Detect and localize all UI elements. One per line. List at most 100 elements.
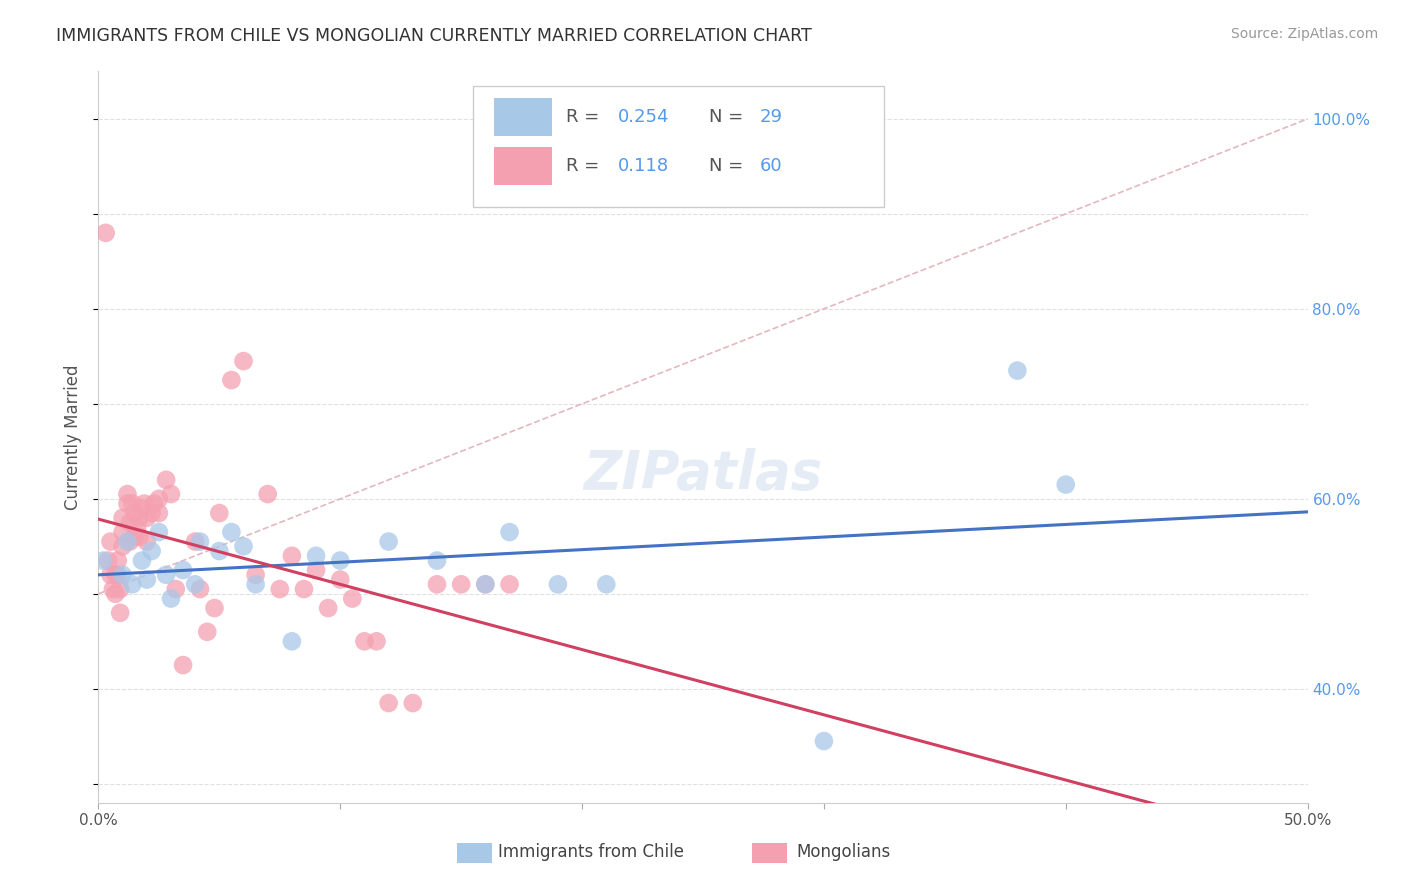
Point <box>107 553 129 567</box>
Point <box>134 497 156 511</box>
Point <box>281 634 304 648</box>
FancyBboxPatch shape <box>494 98 551 136</box>
Text: Source: ZipAtlas.com: Source: ZipAtlas.com <box>1230 27 1378 41</box>
Point <box>342 591 364 606</box>
Point <box>117 497 139 511</box>
Point <box>111 567 134 582</box>
Point <box>366 634 388 648</box>
Point <box>450 577 472 591</box>
Point <box>121 497 143 511</box>
Point <box>188 582 211 596</box>
Point <box>377 696 399 710</box>
Point <box>97 553 120 567</box>
Point <box>108 606 131 620</box>
Point <box>107 567 129 582</box>
Point <box>547 577 569 591</box>
Point <box>184 577 207 591</box>
Point <box>155 567 177 582</box>
Point <box>221 524 243 539</box>
Point <box>1007 363 1029 377</box>
Text: Mongolians: Mongolians <box>796 843 891 861</box>
Text: R =: R = <box>567 109 606 127</box>
Point <box>100 567 122 582</box>
Text: 0.254: 0.254 <box>619 109 669 127</box>
Text: ZIPatlas: ZIPatlas <box>583 448 823 500</box>
Point <box>111 511 134 525</box>
Point <box>426 553 449 567</box>
Point <box>474 577 496 591</box>
Point <box>121 577 143 591</box>
Point <box>118 534 141 549</box>
Point <box>135 534 157 549</box>
FancyBboxPatch shape <box>474 86 884 207</box>
Point <box>377 534 399 549</box>
Y-axis label: Currently Married: Currently Married <box>65 364 83 510</box>
Point <box>232 539 254 553</box>
Point <box>329 573 352 587</box>
Text: IMMIGRANTS FROM CHILE VS MONGOLIAN CURRENTLY MARRIED CORRELATION CHART: IMMIGRANTS FROM CHILE VS MONGOLIAN CURRE… <box>56 27 813 45</box>
Point <box>195 624 218 639</box>
Point <box>148 524 170 539</box>
Point <box>402 696 425 710</box>
Point <box>135 573 157 587</box>
Point <box>172 658 194 673</box>
Point <box>94 226 117 240</box>
Point <box>135 511 157 525</box>
Point <box>141 506 163 520</box>
Point <box>131 501 153 516</box>
Point <box>108 582 131 596</box>
Point <box>111 524 134 539</box>
Point <box>104 587 127 601</box>
Point <box>245 567 267 582</box>
Text: N =: N = <box>709 109 749 127</box>
Point <box>124 530 146 544</box>
Point <box>143 497 166 511</box>
Point <box>221 373 243 387</box>
Point <box>160 591 183 606</box>
Point <box>595 577 617 591</box>
Text: R =: R = <box>567 158 612 176</box>
Text: 29: 29 <box>759 109 783 127</box>
Point <box>100 534 122 549</box>
Point <box>305 549 328 563</box>
Point <box>165 582 187 596</box>
Point <box>1054 477 1077 491</box>
Point <box>127 520 149 534</box>
Point <box>128 530 150 544</box>
Point <box>131 553 153 567</box>
Point <box>160 487 183 501</box>
Point <box>118 516 141 530</box>
Text: 60: 60 <box>759 158 783 176</box>
Point <box>117 487 139 501</box>
Text: Immigrants from Chile: Immigrants from Chile <box>498 843 683 861</box>
Point <box>329 553 352 567</box>
Point <box>124 506 146 520</box>
Point <box>281 549 304 563</box>
Point <box>184 534 207 549</box>
Point <box>245 577 267 591</box>
Point <box>148 506 170 520</box>
Point <box>91 553 114 567</box>
Point <box>474 577 496 591</box>
Point <box>155 473 177 487</box>
Point <box>269 582 291 596</box>
Point <box>498 524 520 539</box>
Point <box>148 491 170 506</box>
Point <box>498 577 520 591</box>
Point <box>292 582 315 596</box>
Point <box>188 534 211 549</box>
Point <box>101 582 124 596</box>
Point <box>316 601 339 615</box>
Point <box>204 601 226 615</box>
Point <box>172 563 194 577</box>
Point <box>104 567 127 582</box>
Point <box>256 487 278 501</box>
Point <box>128 511 150 525</box>
Point <box>141 544 163 558</box>
Point <box>232 354 254 368</box>
Point <box>813 734 835 748</box>
Point <box>208 544 231 558</box>
Point <box>111 539 134 553</box>
Point <box>305 563 328 577</box>
Point <box>117 534 139 549</box>
